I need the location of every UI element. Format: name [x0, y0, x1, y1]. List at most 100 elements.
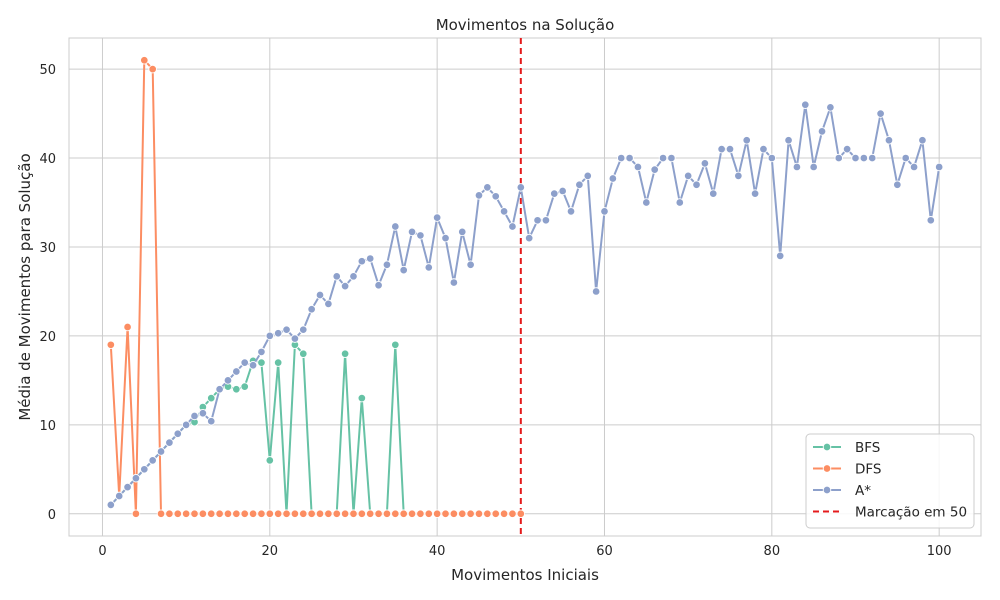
data-point	[240, 382, 249, 391]
data-point	[566, 207, 576, 216]
data-point	[215, 509, 224, 519]
data-point	[893, 180, 902, 189]
x-tick-label: 100	[927, 544, 952, 559]
data-point	[232, 367, 241, 376]
data-point	[508, 509, 517, 519]
data-point	[391, 222, 400, 231]
x-tick-label: 0	[98, 544, 106, 559]
data-point	[591, 287, 601, 296]
data-point	[391, 509, 400, 519]
data-point	[441, 509, 450, 519]
data-point	[600, 207, 609, 216]
y-tick-label: 10	[39, 419, 56, 434]
data-point	[148, 456, 157, 465]
data-point	[257, 358, 266, 367]
data-point	[374, 280, 383, 290]
data-point	[257, 509, 266, 519]
data-point	[499, 207, 509, 216]
data-point	[131, 473, 141, 483]
data-point	[290, 334, 300, 343]
data-point	[315, 509, 325, 519]
data-point	[374, 509, 383, 519]
data-point	[432, 509, 442, 519]
data-point	[140, 465, 149, 474]
data-point	[457, 509, 467, 519]
data-point	[466, 260, 475, 270]
data-point	[156, 509, 166, 519]
y-tick-label: 0	[48, 508, 56, 523]
data-point	[265, 456, 275, 465]
data-point	[650, 165, 659, 174]
x-tick-label: 40	[429, 544, 446, 559]
x-tick-label: 80	[764, 544, 781, 559]
data-point	[692, 180, 701, 189]
data-point	[416, 509, 425, 519]
data-point	[365, 509, 375, 519]
data-point	[876, 109, 885, 118]
data-point	[516, 183, 526, 192]
legend-label: Marcação em 50	[855, 505, 967, 521]
data-point	[717, 144, 726, 154]
data-point	[683, 171, 693, 181]
data-point	[792, 162, 802, 172]
data-point	[801, 100, 810, 109]
data-point	[273, 358, 283, 367]
series-2	[106, 100, 944, 510]
legend-label: A*	[855, 483, 871, 499]
data-point	[173, 509, 183, 519]
data-point	[357, 509, 367, 519]
data-point	[608, 174, 618, 183]
data-point	[265, 509, 275, 519]
data-point	[173, 429, 183, 438]
data-point	[851, 153, 860, 163]
data-point	[407, 227, 417, 237]
data-point	[240, 358, 249, 367]
data-point	[667, 153, 676, 163]
data-point	[349, 272, 358, 281]
data-point	[190, 411, 199, 421]
data-point	[399, 265, 408, 275]
legend-marker	[822, 485, 832, 495]
data-point	[140, 55, 149, 65]
data-point	[165, 438, 174, 447]
data-point	[223, 376, 233, 385]
data-point	[307, 509, 316, 519]
data-point	[541, 216, 551, 225]
data-point	[257, 347, 266, 357]
data-point	[399, 509, 408, 519]
data-point	[508, 222, 517, 231]
data-point	[332, 509, 341, 519]
data-point	[867, 153, 877, 163]
data-point	[750, 189, 760, 198]
data-point	[299, 349, 308, 358]
legend-marker	[822, 464, 832, 473]
data-point	[232, 385, 241, 394]
data-point	[449, 509, 459, 519]
data-point	[658, 153, 668, 163]
data-point	[282, 509, 291, 519]
legend-marker	[822, 442, 832, 452]
data-point	[206, 417, 216, 426]
data-point	[834, 153, 844, 163]
data-point	[926, 216, 936, 225]
data-point	[700, 159, 710, 168]
data-point	[273, 328, 283, 338]
legend-items: BFS DFS A* Marcação em 50	[813, 440, 967, 521]
data-point	[474, 191, 484, 200]
data-point	[817, 127, 827, 136]
chart-title: Movimentos na Solução	[436, 16, 615, 34]
data-point	[466, 509, 475, 519]
data-point	[123, 482, 132, 492]
data-point	[859, 153, 869, 163]
data-point	[290, 509, 300, 519]
data-point	[382, 260, 392, 270]
data-point	[725, 144, 735, 154]
data-point	[742, 136, 751, 145]
data-point	[106, 500, 116, 510]
data-point	[232, 509, 241, 519]
series-1	[106, 55, 526, 519]
data-point	[759, 144, 768, 154]
data-point	[165, 509, 174, 519]
data-point	[809, 162, 818, 172]
